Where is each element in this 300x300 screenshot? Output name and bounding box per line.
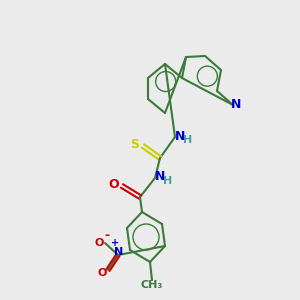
Text: H: H [164, 176, 172, 186]
Text: O: O [97, 268, 107, 278]
Text: CH₃: CH₃ [141, 280, 163, 290]
Text: -: - [104, 229, 110, 242]
Text: O: O [109, 178, 119, 190]
Text: N: N [175, 130, 185, 142]
Text: +: + [111, 238, 119, 248]
Text: O: O [94, 238, 104, 248]
Text: S: S [130, 137, 140, 151]
Text: N: N [155, 170, 165, 184]
Text: H: H [183, 135, 193, 145]
Text: N: N [231, 98, 241, 110]
Text: N: N [114, 247, 124, 257]
